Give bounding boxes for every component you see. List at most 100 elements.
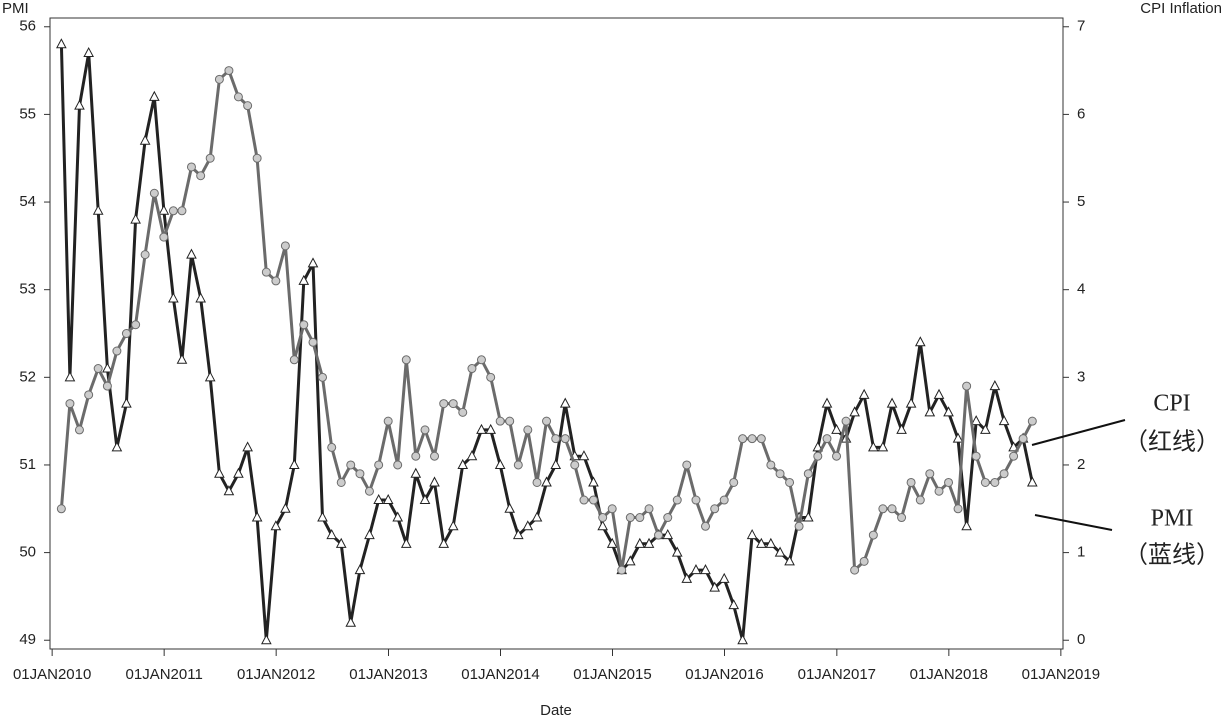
point-marker [662, 529, 674, 540]
point-marker [737, 634, 748, 645]
point-marker [663, 513, 673, 523]
point-marker [821, 397, 833, 408]
point-marker [159, 232, 169, 242]
point-marker [644, 504, 654, 514]
point-marker [336, 477, 346, 487]
y-tick-label: 54 [19, 193, 36, 210]
point-marker [729, 477, 739, 487]
point-marker [607, 504, 617, 514]
point-marker [271, 276, 281, 286]
point-marker [682, 460, 692, 470]
annotation: （蓝线） [1124, 542, 1220, 569]
point-marker [634, 537, 646, 548]
point-marker [186, 248, 197, 259]
point-marker [738, 434, 748, 444]
point-marker [542, 416, 552, 426]
point-marker [111, 441, 123, 452]
point-marker [924, 406, 936, 417]
y2-tick-label: 0 [1077, 631, 1085, 648]
point-marker [458, 407, 468, 417]
point-marker [774, 546, 786, 557]
point-marker [513, 460, 523, 470]
point-marker [671, 546, 683, 557]
point-marker [541, 476, 552, 487]
point-marker [766, 460, 776, 470]
x-tick-label: 01JAN2019 [1022, 666, 1100, 683]
point-marker [393, 460, 403, 470]
point-marker [999, 469, 1009, 479]
point-marker [420, 425, 430, 435]
point-marker [233, 467, 244, 478]
point-marker [401, 355, 411, 365]
point-marker [495, 416, 505, 426]
point-marker [149, 188, 159, 198]
point-marker [578, 450, 590, 461]
point-marker [476, 355, 486, 365]
point-marker [643, 537, 655, 548]
y2-axis-title: CPI Inflation [1140, 0, 1222, 17]
point-marker [298, 274, 310, 285]
point-marker [411, 451, 421, 461]
point-marker [419, 493, 431, 505]
point-marker [439, 399, 449, 409]
point-marker [1026, 476, 1038, 487]
point-marker [354, 564, 366, 575]
point-marker [803, 469, 813, 479]
point-marker [1027, 416, 1037, 426]
point-marker [598, 513, 608, 523]
point-marker [410, 467, 422, 478]
point-marker [588, 476, 599, 487]
y-axis-title: PMI [2, 0, 29, 17]
series-line [59, 69, 1034, 572]
point-marker [550, 458, 562, 469]
point-marker [243, 101, 253, 111]
point-marker [346, 460, 356, 470]
point-marker [868, 530, 878, 540]
x-tick-label: 01JAN2014 [461, 666, 539, 683]
point-marker [952, 432, 964, 443]
point-marker [905, 397, 917, 408]
point-marker [448, 399, 458, 409]
x-tick-label: 01JAN2017 [798, 666, 876, 683]
leader-line [1031, 419, 1126, 446]
x-tick-label: 01JAN2012 [237, 666, 315, 683]
point-marker [588, 495, 598, 505]
point-marker [447, 520, 459, 531]
point-marker [970, 415, 982, 426]
point-marker [523, 425, 533, 435]
point-marker [934, 486, 944, 496]
point-marker [962, 381, 972, 391]
point-marker [1008, 441, 1019, 452]
point-marker [980, 423, 991, 434]
point-marker [430, 451, 440, 461]
point-marker [802, 511, 814, 522]
point-marker [74, 99, 85, 110]
point-marker [102, 362, 113, 373]
point-marker [466, 450, 478, 461]
y-tick-label: 56 [19, 18, 36, 35]
point-marker [121, 397, 132, 408]
point-marker [112, 346, 122, 356]
point-marker [512, 529, 524, 540]
point-marker [364, 529, 375, 540]
point-marker [392, 511, 404, 522]
point-marker [140, 250, 150, 260]
point-marker [195, 292, 207, 303]
point-marker [261, 634, 272, 645]
point-marker [214, 74, 224, 84]
point-marker [560, 434, 570, 444]
point-marker [672, 495, 682, 505]
y2-tick-label: 7 [1077, 18, 1085, 35]
point-marker [625, 513, 635, 523]
series-line [59, 44, 1034, 642]
point-marker [121, 329, 131, 338]
point-marker [887, 504, 897, 514]
point-marker [139, 134, 151, 145]
y2-tick-label: 3 [1077, 368, 1085, 385]
point-marker [617, 565, 627, 575]
y-tick-label: 49 [19, 631, 36, 648]
point-marker [196, 171, 206, 181]
point-marker [83, 46, 94, 58]
point-marker [308, 337, 318, 347]
point-marker [989, 380, 1001, 391]
